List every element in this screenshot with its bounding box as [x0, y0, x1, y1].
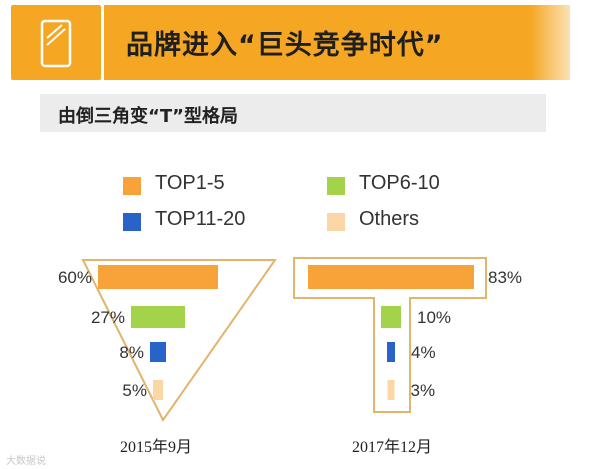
phone-icon	[40, 19, 72, 68]
bar-2015年9月-TOP11-20	[150, 342, 166, 362]
phone-icon-box	[11, 5, 101, 80]
legend-swatch-others	[327, 213, 345, 231]
bar-2017年12月-TOP11-20	[387, 342, 395, 362]
value-label-2017年12月-TOP11-20: 4%	[411, 343, 436, 362]
page-title: 品牌进入“巨头竞争时代”	[126, 30, 444, 61]
legend-swatch-top1-5	[123, 177, 141, 195]
bar-2015年9月-TOP1-5	[98, 265, 218, 289]
value-label-2017年12月-TOP6-10: 10%	[417, 308, 451, 327]
value-label-2015年9月-TOP6-10: 27%	[91, 308, 125, 327]
legend-label-others: Others	[359, 208, 420, 230]
category-label-2015: 2015年9月	[120, 438, 192, 456]
inverted-triangle-outline	[81, 259, 277, 422]
legend-label-top1-5: TOP1-5	[155, 172, 225, 194]
t-shape-outline	[293, 257, 487, 413]
category-label-2017: 2017年12月	[352, 438, 432, 456]
value-label-2017年12月-Others: 3%	[411, 381, 436, 400]
value-label-2015年9月-TOP11-20: 8%	[119, 343, 144, 362]
bar-2017年12月-TOP1-5	[308, 265, 474, 289]
legend-label-top11-20: TOP11-20	[155, 208, 246, 230]
value-label-2015年9月-Others: 5%	[122, 381, 147, 400]
bar-2017年12月-Others	[387, 380, 395, 400]
page-subtitle: 由倒三角变“T”型格局	[58, 106, 238, 127]
value-label-2017年12月-TOP1-5: 83%	[488, 268, 522, 287]
legend-swatch-top6-10	[327, 177, 345, 195]
value-label-2015年9月-TOP1-5: 60%	[58, 268, 92, 287]
bar-2015年9月-Others	[153, 380, 163, 400]
legend-swatch-top11-20	[123, 213, 141, 231]
bar-2017年12月-TOP6-10	[381, 306, 401, 328]
subtitle-band: 由倒三角变“T”型格局	[40, 94, 546, 132]
bar-2015年9月-TOP6-10	[131, 306, 185, 328]
watermark: 大数据说	[6, 456, 46, 467]
header: 品牌进入“巨头竞争时代”	[0, 0, 600, 84]
title-band: 品牌进入“巨头竞争时代”	[104, 5, 570, 80]
legend-label-top6-10: TOP6-10	[359, 172, 440, 194]
